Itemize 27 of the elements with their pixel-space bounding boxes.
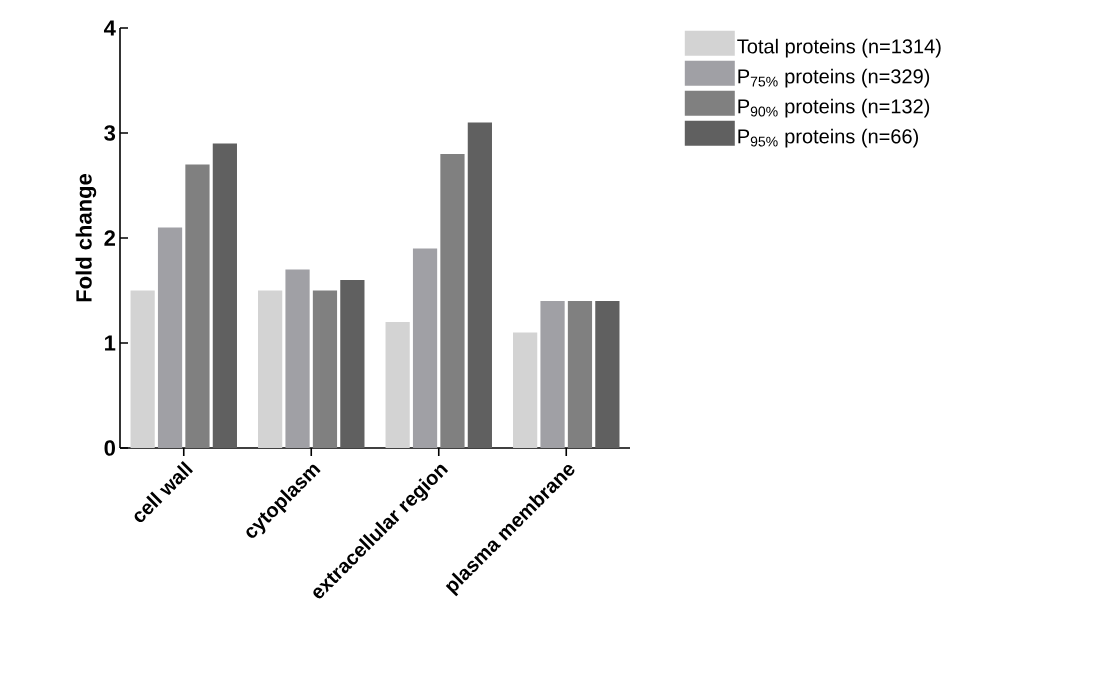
bar	[595, 301, 620, 448]
legend-label: P$_{75%}$ proteins (n=329)	[738, 68, 930, 88]
y-axis-title: Fold change	[75, 173, 97, 302]
bar	[285, 269, 310, 448]
bar	[412, 248, 438, 448]
legend-label: Total proteins (n=1314)	[737, 38, 941, 58]
bar	[540, 301, 565, 448]
bar	[440, 154, 465, 448]
y-tick-label: 2	[104, 230, 115, 246]
bar	[567, 301, 593, 448]
legend-label: P$_{90%}$ proteins (n=132)	[738, 98, 930, 118]
bar	[185, 164, 210, 448]
y-tick-label: 0	[104, 440, 115, 456]
bar	[157, 227, 183, 448]
y-tick-label: 1	[105, 335, 116, 351]
y-tick-label: 3	[104, 125, 116, 141]
y-tick-label: 4	[103, 20, 116, 36]
bar	[385, 322, 410, 448]
bar	[258, 290, 283, 448]
bar	[467, 122, 492, 448]
bar	[312, 290, 338, 448]
bar	[513, 332, 538, 448]
legend-label: P$_{95%}$ proteins (n=66)	[738, 128, 918, 148]
bar	[212, 143, 237, 448]
bar	[130, 290, 155, 448]
x-tick-label: cell wall	[134, 460, 193, 523]
bar	[340, 280, 365, 448]
